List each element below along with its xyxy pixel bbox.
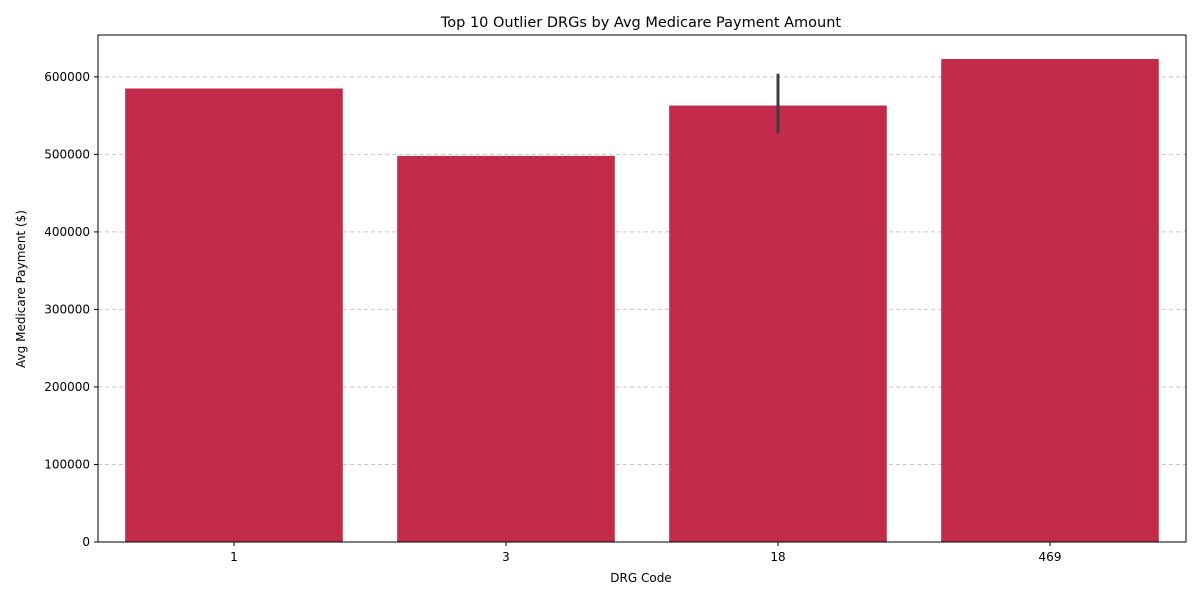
y-tick-label: 100000	[44, 457, 90, 471]
x-axis-ticks: 1 3 18 469	[230, 542, 1061, 564]
y-tick-label: 0	[82, 535, 90, 549]
bar-469	[941, 59, 1159, 543]
bars	[125, 59, 1159, 543]
chart-title: Top 10 Outlier DRGs by Avg Medicare Paym…	[440, 15, 842, 31]
y-tick-label: 600000	[44, 70, 90, 84]
x-tick-label: 3	[502, 550, 510, 564]
y-tick-label: 200000	[44, 380, 90, 394]
y-tick-label: 400000	[44, 225, 90, 239]
y-axis-label: Avg Medicare Payment ($)	[14, 210, 28, 368]
x-tick-label: 18	[770, 550, 785, 564]
plot-frame	[97, 34, 1187, 543]
x-tick-label: 469	[1039, 550, 1062, 564]
x-tick-label: 1	[230, 550, 238, 564]
x-axis-label: DRG Code	[610, 571, 671, 585]
bar-3	[397, 155, 615, 542]
y-tick-label: 300000	[44, 302, 90, 316]
bar-1	[125, 88, 343, 543]
bar-18	[669, 105, 887, 542]
y-tick-label: 500000	[44, 147, 90, 161]
y-axis-ticks: 0 100000 200000 300000 400000 500000 600000	[44, 70, 98, 549]
